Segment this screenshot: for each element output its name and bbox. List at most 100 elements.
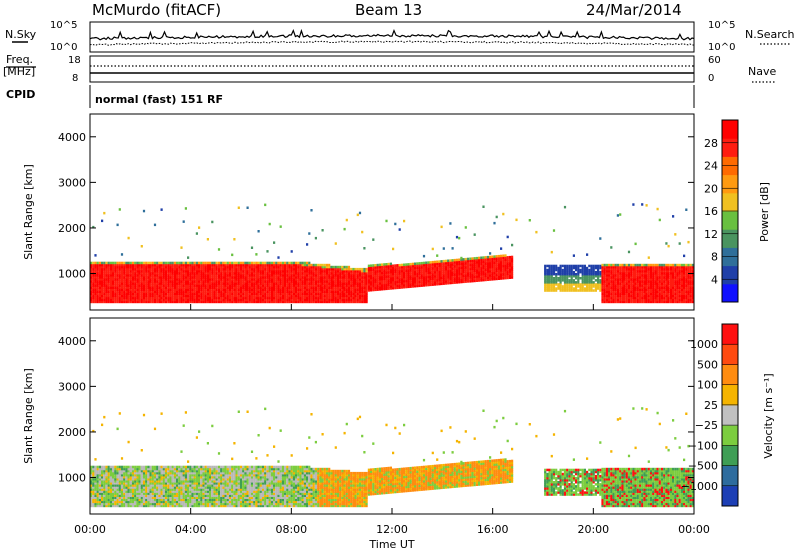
power-cell	[367, 285, 370, 288]
power-cell	[184, 280, 187, 283]
power-cell	[242, 282, 245, 285]
power-cell	[605, 296, 608, 300]
power-cell	[630, 269, 633, 273]
power-cell	[392, 287, 395, 290]
power-cell	[665, 276, 668, 279]
power-cell	[94, 274, 97, 277]
power-cell	[389, 262, 392, 266]
velocity-cell	[127, 486, 130, 489]
power-cell	[308, 296, 311, 300]
power-cell	[583, 283, 586, 286]
power-cell	[433, 283, 437, 286]
power-cell	[354, 286, 357, 289]
velocity-cell	[96, 484, 99, 487]
power-cell	[295, 276, 298, 279]
power-cell	[376, 282, 379, 285]
power-cell	[328, 292, 331, 295]
power-cell	[385, 265, 388, 268]
power-cell	[427, 281, 430, 285]
power-cell	[453, 263, 456, 266]
velocity-cell	[98, 469, 101, 473]
power-cell	[169, 292, 172, 295]
power-cell	[491, 276, 494, 279]
power-cell	[246, 284, 249, 287]
power-cell	[112, 267, 115, 271]
power-cell	[363, 284, 366, 287]
power-cell	[169, 290, 172, 293]
power-cell	[224, 298, 227, 302]
power-cell	[193, 298, 196, 302]
power-cell	[253, 290, 256, 293]
power-cell	[266, 274, 269, 277]
power-cell	[484, 278, 487, 282]
power-cell	[506, 272, 509, 276]
power-cell	[627, 267, 631, 271]
power-cell	[385, 263, 388, 266]
power-cell	[145, 296, 148, 300]
power-cell	[341, 280, 344, 283]
power-cell	[350, 276, 353, 279]
velocity-cell	[96, 486, 99, 489]
power-cell	[440, 268, 443, 271]
power-cell	[451, 269, 454, 272]
power-cell	[129, 276, 132, 279]
velocity-cell	[92, 502, 95, 506]
power-cell	[222, 272, 225, 275]
power-cell	[394, 284, 397, 288]
power-cell	[244, 298, 247, 302]
power-cell	[292, 282, 295, 285]
power-cell	[292, 263, 295, 267]
power-cell	[552, 268, 556, 272]
power-cell	[112, 296, 115, 300]
power-cell	[588, 289, 591, 292]
power-cell	[603, 296, 606, 300]
power-cell	[361, 272, 364, 275]
power-cell	[209, 278, 212, 281]
power-cell	[455, 266, 459, 270]
power-cell	[239, 267, 243, 271]
power-cell	[451, 247, 454, 250]
power-cell	[330, 265, 333, 269]
power-cell	[330, 286, 333, 289]
power-cell	[610, 288, 613, 291]
power-cell	[621, 282, 624, 285]
power-cell	[292, 261, 295, 265]
power-cell	[654, 298, 657, 302]
power-cell	[255, 282, 258, 285]
power-cell	[134, 282, 137, 285]
power-cell	[136, 278, 139, 281]
velocity-cell	[105, 480, 108, 483]
power-cell	[169, 288, 172, 291]
power-cell	[358, 272, 362, 275]
power-cell	[125, 286, 128, 289]
power-cell	[343, 227, 346, 231]
power-cell	[295, 284, 298, 287]
power-cell	[672, 215, 675, 218]
power-cell	[619, 300, 622, 304]
power-cell	[568, 266, 571, 270]
power-cell	[257, 286, 260, 289]
power-cell	[652, 278, 655, 281]
power-cell	[279, 282, 282, 285]
power-cell	[250, 263, 254, 267]
power-cell	[191, 294, 194, 298]
power-cell	[101, 290, 104, 293]
power-cell	[372, 286, 375, 290]
power-cell	[217, 286, 221, 289]
velocity-cell	[138, 488, 141, 491]
power-cell	[217, 280, 221, 283]
power-cell	[374, 264, 377, 267]
power-cell	[588, 272, 591, 276]
power-cell	[206, 261, 209, 265]
power-cell	[118, 269, 121, 273]
power-cell	[663, 288, 666, 291]
power-cell	[308, 278, 311, 281]
power-cell	[411, 277, 414, 280]
power-cell	[471, 277, 474, 281]
power-cell	[308, 272, 311, 275]
power-cell	[685, 263, 688, 267]
power-cell	[634, 274, 637, 277]
power-cells	[90, 203, 694, 304]
power-cell	[277, 263, 280, 267]
power-cell	[586, 287, 589, 290]
